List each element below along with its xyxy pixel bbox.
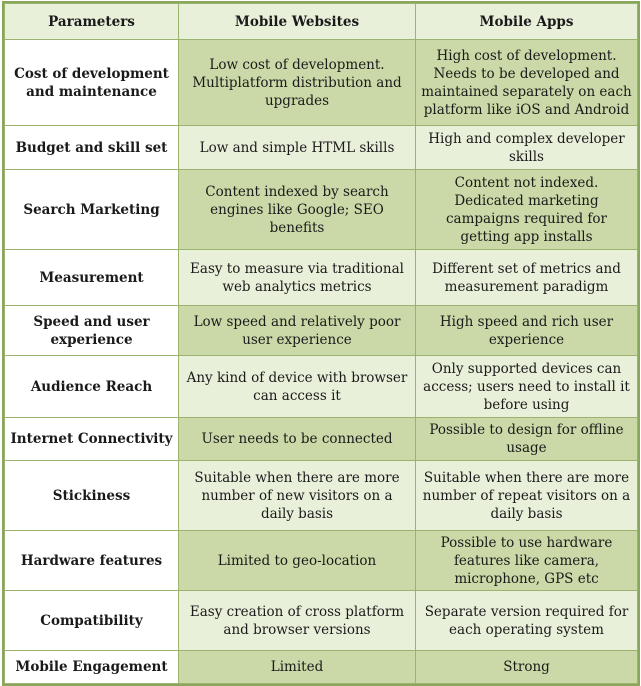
row-mobile-website-value: Limited to geo-location (178, 530, 416, 591)
table-row: Search Marketing Content indexed by sear… (4, 169, 638, 250)
table-row: Hardware features Limited to geo-locatio… (4, 530, 638, 591)
row-parameter: Compatibility (4, 590, 179, 651)
row-mobile-app-value: High speed and rich user experience (415, 305, 638, 356)
table-row: Speed and user experience Low speed and … (4, 305, 638, 356)
row-mobile-website-value: Low and simple HTML skills (178, 125, 416, 170)
table-row: Stickiness Suitable when there are more … (4, 460, 638, 531)
table-row: Compatibility Easy creation of cross pla… (4, 590, 638, 651)
row-parameter: Audience Reach (4, 355, 179, 418)
row-mobile-app-value: High cost of development. Needs to be de… (415, 39, 638, 126)
table-row: Budget and skill set Low and simple HTML… (4, 125, 638, 170)
row-mobile-website-value: Easy to measure via traditional web anal… (178, 249, 416, 306)
table-row: Mobile Engagement Limited Strong (4, 650, 638, 684)
row-mobile-app-value: Separate version required for each opera… (415, 590, 638, 651)
row-parameter: Search Marketing (4, 169, 179, 250)
row-mobile-website-value: Low cost of development. Multiplatform d… (178, 39, 416, 126)
row-mobile-website-value: User needs to be connected (178, 417, 416, 461)
row-parameter: Internet Connectivity (4, 417, 179, 461)
row-parameter: Cost of development and maintenance (4, 39, 179, 126)
row-mobile-website-value: Easy creation of cross platform and brow… (178, 590, 416, 651)
row-mobile-app-value: Different set of metrics and measurement… (415, 249, 638, 306)
row-mobile-app-value: Possible to design for offline usage (415, 417, 638, 461)
header-mobile-apps: Mobile Apps (415, 3, 638, 40)
row-mobile-app-value: High and complex developer skills (415, 125, 638, 170)
row-mobile-website-value: Suitable when there are more number of n… (178, 460, 416, 531)
row-parameter: Measurement (4, 249, 179, 306)
row-mobile-app-value: Content not indexed. Dedicated marketing… (415, 169, 638, 250)
table-row: Cost of development and maintenance Low … (4, 39, 638, 126)
row-mobile-website-value: Any kind of device with browser can acce… (178, 355, 416, 418)
table-row: Measurement Easy to measure via traditio… (4, 249, 638, 306)
row-mobile-app-value: Possible to use hardware features like c… (415, 530, 638, 591)
row-mobile-app-value: Suitable when there are more number of r… (415, 460, 638, 531)
row-mobile-website-value: Low speed and relatively poor user exper… (178, 305, 416, 356)
row-parameter: Stickiness (4, 460, 179, 531)
row-mobile-app-value: Only supported devices can access; users… (415, 355, 638, 418)
header-mobile-websites: Mobile Websites (178, 3, 416, 40)
row-parameter: Hardware features (4, 530, 179, 591)
header-row: Parameters Mobile Websites Mobile Apps (4, 3, 638, 40)
row-mobile-website-value: Content indexed by search engines like G… (178, 169, 416, 250)
row-mobile-app-value: Strong (415, 650, 638, 684)
table-row: Internet Connectivity User needs to be c… (4, 417, 638, 461)
row-mobile-website-value: Limited (178, 650, 416, 684)
header-parameters: Parameters (4, 3, 179, 40)
row-parameter: Budget and skill set (4, 125, 179, 170)
row-parameter: Mobile Engagement (4, 650, 179, 684)
row-parameter: Speed and user experience (4, 305, 179, 356)
table-row: Audience Reach Any kind of device with b… (4, 355, 638, 418)
